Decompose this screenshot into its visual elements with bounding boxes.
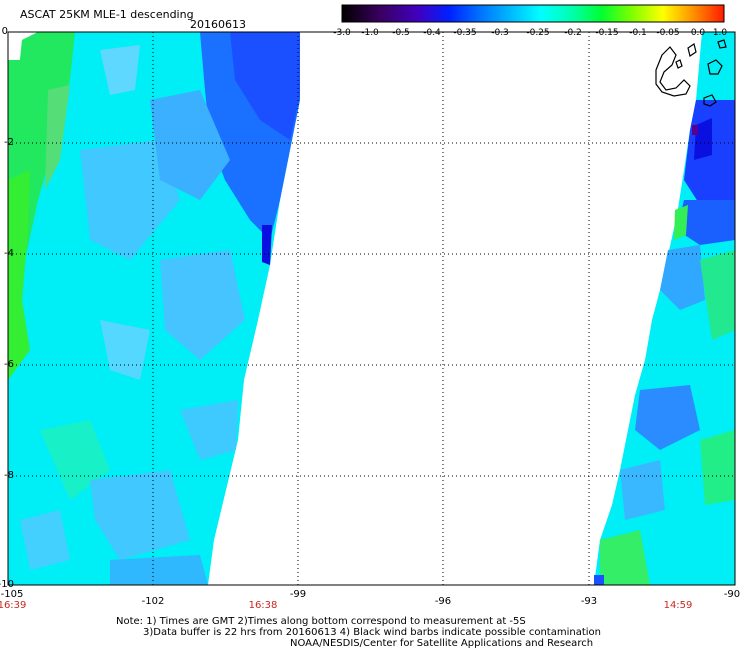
colorbar-label: -0.2 [564,28,582,38]
colorbar-label: -0.25 [526,28,550,38]
product-date: 20160613 [190,18,246,31]
y-tick-label: -2 [4,137,14,148]
colorbar-label: 1.0 [712,28,728,38]
footnote-line-3: NOAA/NESDIS/Center for Satellite Applica… [290,638,594,649]
colorbar-label: -0.15 [595,28,619,38]
time-label: 16:39 [0,600,27,611]
graticule [8,32,735,585]
colorbar-label: -1.0 [361,28,379,38]
x-tick-label: -96 [434,596,452,607]
colorbar-label: 0.0 [690,28,706,38]
x-tick-label: -105 [0,589,24,600]
x-tick-label: -93 [580,596,598,607]
galapagos-coastline [655,39,727,107]
x-tick-label: -99 [289,589,307,600]
colorbar-label: -0.3 [491,28,509,38]
colorbar-label: -3.0 [333,28,351,38]
colorbar-label: -0.5 [392,28,410,38]
y-tick-label: 0 [1,26,8,37]
y-tick-label: -6 [4,359,14,370]
map-plot [8,32,735,585]
plot-frame [7,31,736,586]
footnote-line-1: Note: 1) Times are GMT 2)Times along bot… [116,616,526,627]
colorbar-label: -0.35 [453,28,477,38]
footnote-line-2: 3)Data buffer is 22 hrs from 20160613 4)… [143,627,601,638]
colorbar-label: -0.05 [656,28,680,38]
y-tick-label: -8 [4,470,14,481]
y-tick-label: -10 [0,579,14,590]
colorbar [341,4,725,23]
colorbar-label: -0.1 [629,28,647,38]
x-tick-label: -90 [723,589,740,600]
x-tick-label: -102 [141,596,165,607]
y-tick-label: -4 [4,248,14,259]
colorbar-label: -0.4 [423,28,441,38]
time-label: 16:38 [248,600,278,611]
product-title: ASCAT 25KM MLE-1 descending [20,8,194,21]
time-label: 14:59 [663,600,693,611]
